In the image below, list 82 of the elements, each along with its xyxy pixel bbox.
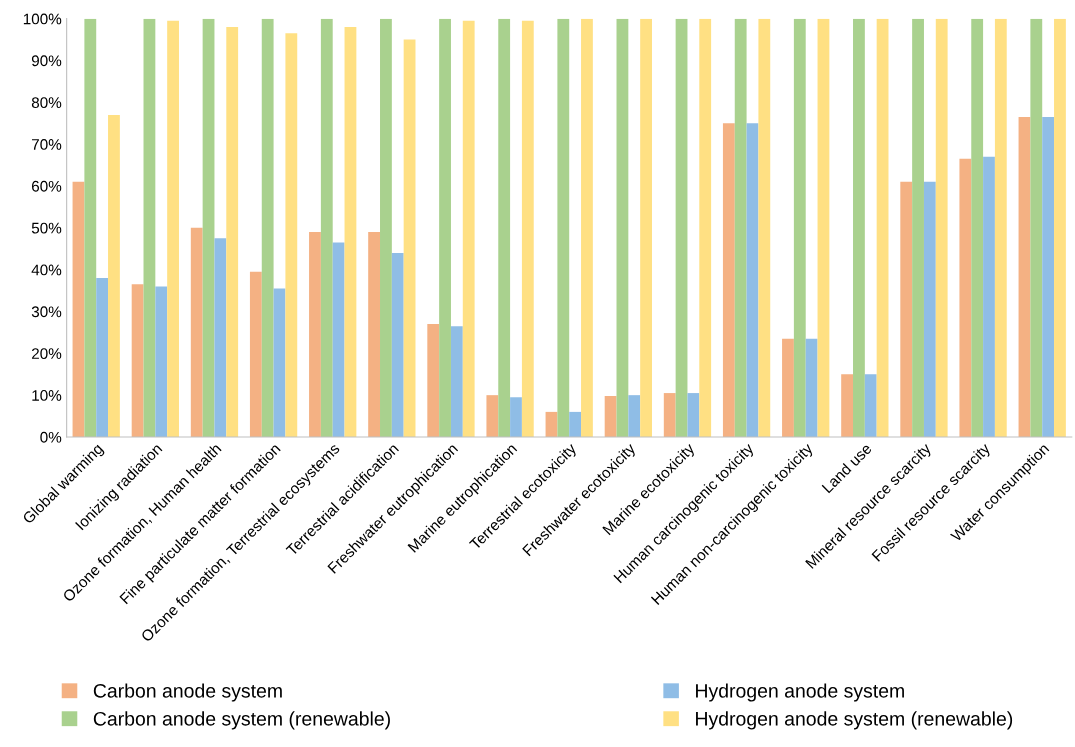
bar: [1042, 116, 1055, 437]
y-tick-label: 60%: [31, 180, 62, 192]
bar: [640, 18, 652, 437]
bar: [557, 18, 570, 437]
bar: [675, 18, 688, 437]
bar: [569, 411, 582, 437]
bar: [226, 27, 239, 437]
y-tick-label: 90%: [31, 55, 62, 67]
bar: [214, 238, 227, 437]
bar: [687, 393, 700, 437]
bar: [628, 395, 641, 437]
bar: [876, 18, 889, 437]
y-tick-label: 10%: [32, 390, 62, 401]
bar: [84, 18, 97, 437]
bar: [581, 18, 593, 437]
bar: [1030, 18, 1043, 437]
bar: [853, 18, 865, 437]
bar: [261, 18, 274, 437]
bar: [994, 18, 1007, 437]
bar: [462, 20, 475, 437]
bar: [155, 286, 168, 437]
y-tick-label: 40%: [31, 264, 62, 276]
bar: [793, 18, 806, 437]
bar: [663, 393, 676, 437]
y-tick-label: 0%: [40, 431, 62, 443]
bar: [391, 252, 404, 437]
bar: [344, 27, 357, 437]
bar: [805, 338, 818, 437]
bar: [486, 395, 499, 437]
bar: [722, 123, 735, 437]
legend-label: Carbon anode system: [93, 683, 282, 702]
bar: [439, 18, 451, 437]
bar: [249, 271, 262, 437]
bar: [959, 158, 972, 437]
bar: [72, 181, 85, 437]
bar: [108, 114, 120, 437]
bar: [971, 18, 984, 437]
bar: [96, 278, 109, 437]
y-tick-label: 20%: [31, 348, 62, 360]
bar: [521, 20, 534, 437]
bar: [190, 227, 203, 437]
bar: [699, 18, 712, 437]
bar: [498, 18, 511, 437]
bar: [912, 18, 924, 437]
bar: [510, 397, 522, 437]
bar: [309, 232, 321, 437]
bar: [320, 18, 333, 437]
bar: [983, 156, 995, 437]
bar: [167, 20, 179, 437]
bar: [900, 181, 913, 437]
bar: [273, 288, 286, 437]
bar: [427, 324, 440, 437]
bar: [734, 18, 747, 437]
bar: [403, 39, 416, 437]
bar: [1018, 116, 1031, 437]
bar: [758, 18, 771, 437]
bar: [380, 18, 392, 437]
bar: [285, 33, 298, 437]
bar: [864, 374, 877, 437]
bar: [368, 232, 381, 437]
y-tick-label: 30%: [31, 306, 62, 318]
bar: [746, 123, 759, 437]
bar: [923, 181, 936, 437]
bar: [332, 242, 345, 437]
legend-label: Carbon anode system (renewable): [93, 711, 390, 730]
legend-label: Hydrogen anode system: [696, 683, 904, 702]
bar: [817, 18, 830, 437]
bar: [935, 18, 948, 437]
bar: [616, 18, 629, 437]
bar: [1054, 18, 1066, 437]
y-tick-label: 50%: [31, 222, 62, 234]
y-tick-label: 100%: [23, 13, 62, 25]
legend-label: Hydrogen anode system (renewable): [696, 711, 1013, 730]
y-tick-label: 80%: [31, 97, 62, 109]
bar: [131, 284, 144, 437]
bar: [782, 338, 794, 437]
y-tick-label: 70%: [31, 139, 62, 150]
bar: [143, 18, 156, 437]
bar: [450, 326, 463, 437]
bar: [604, 396, 617, 437]
bar: [202, 18, 215, 437]
bar: [841, 374, 854, 437]
